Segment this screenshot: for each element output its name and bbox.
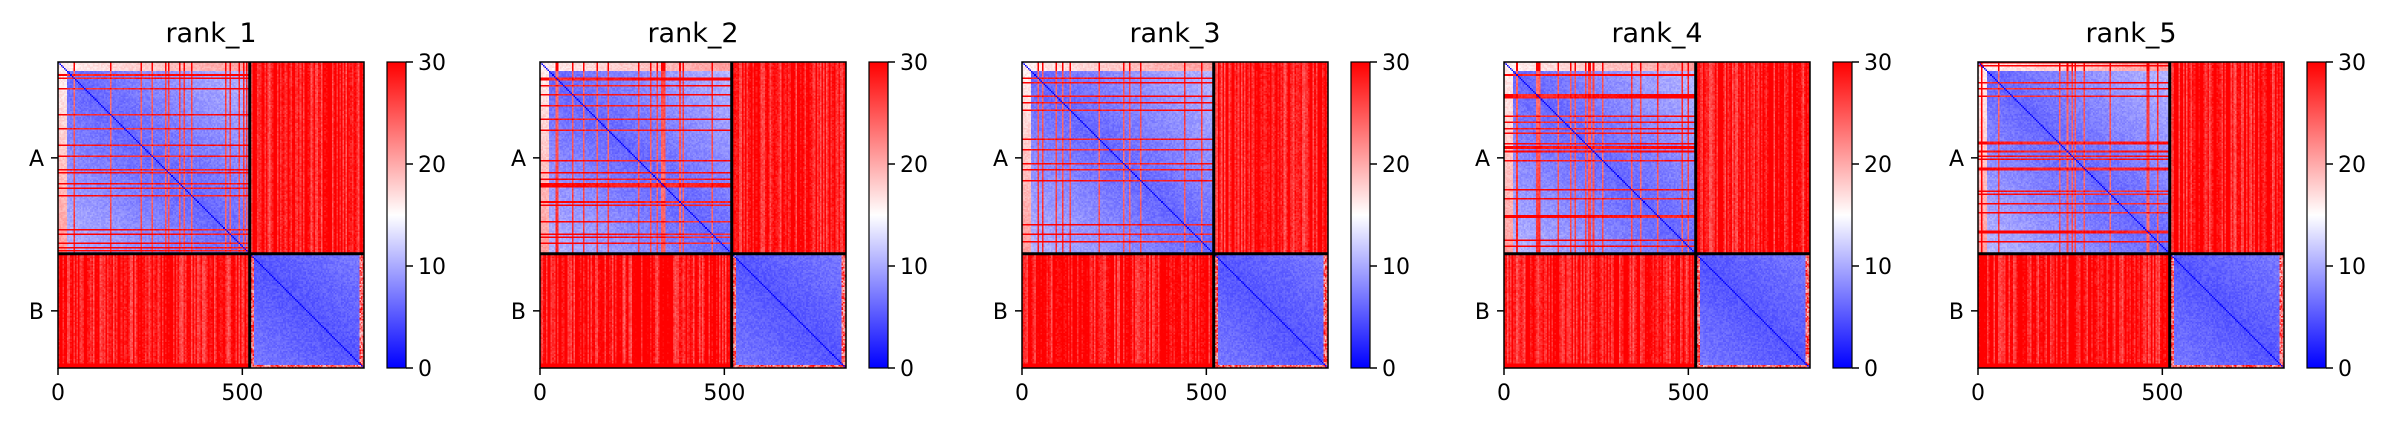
panel-svg: rank_3 0 500 A B 0 10 20 30 xyxy=(993,18,1410,406)
heatmap-image xyxy=(1022,62,1328,368)
chain-label: B xyxy=(511,300,526,325)
plot-frame xyxy=(1021,61,1329,369)
plot-frame xyxy=(1977,61,2285,369)
colorbar-tick-label: 30 xyxy=(1382,51,1410,76)
plot-frame xyxy=(539,61,847,369)
chain-label: A xyxy=(511,147,526,172)
colorbar-tick-label: 0 xyxy=(2338,357,2352,382)
heatmap-panel: rank_1 0 500 A B 0 10 20 30 xyxy=(0,0,480,438)
colorbar xyxy=(1832,61,1853,369)
panel-svg: rank_4 0 500 A B 0 10 20 30 xyxy=(1475,18,1892,406)
panel-title: rank_3 xyxy=(1129,18,1220,49)
colorbar xyxy=(1350,61,1371,369)
colorbar-tick-label: 0 xyxy=(900,357,914,382)
colorbar-tick-label: 30 xyxy=(900,51,928,76)
chain-label: A xyxy=(29,147,44,172)
colorbar-tick-label: 30 xyxy=(2338,51,2366,76)
chain-label: A xyxy=(1949,147,1964,172)
x-tick-label: 0 xyxy=(51,381,65,406)
chain-label: A xyxy=(993,147,1008,172)
x-tick-label: 500 xyxy=(1185,381,1227,406)
heatmap-panel: rank_4 0 500 A B 0 10 20 30 xyxy=(1446,0,1926,438)
panel-svg: rank_2 0 500 A B 0 10 20 30 xyxy=(511,18,928,406)
colorbar-tick-label: 10 xyxy=(418,255,446,280)
colorbar-tick-label: 10 xyxy=(2338,255,2366,280)
colorbar-tick-label: 20 xyxy=(2338,153,2366,178)
colorbar-tick-label: 20 xyxy=(1864,153,1892,178)
panel-title: rank_1 xyxy=(165,18,256,49)
colorbar-tick-label: 30 xyxy=(1864,51,1892,76)
chain-label: A xyxy=(1475,147,1490,172)
colorbar-tick-label: 10 xyxy=(1382,255,1410,280)
colorbar xyxy=(868,61,889,369)
colorbar-tick-label: 20 xyxy=(418,153,446,178)
heatmap-panel: rank_2 0 500 A B 0 10 20 30 xyxy=(482,0,962,438)
chain-label: B xyxy=(29,300,44,325)
x-tick-label: 0 xyxy=(533,381,547,406)
colorbar xyxy=(2306,61,2327,369)
x-tick-label: 500 xyxy=(221,381,263,406)
heatmap-image xyxy=(1504,62,1810,368)
colorbar xyxy=(386,61,407,369)
x-tick-label: 0 xyxy=(1971,381,1985,406)
panel-svg: rank_5 0 500 A B 0 10 20 30 xyxy=(1949,18,2366,406)
heatmap-image xyxy=(58,62,364,368)
heatmap-image xyxy=(1978,62,2284,368)
x-tick-label: 500 xyxy=(703,381,745,406)
panel-title: rank_2 xyxy=(647,18,738,49)
heatmap-panel: rank_3 0 500 A B 0 10 20 30 xyxy=(964,0,1444,438)
panel-title: rank_4 xyxy=(1611,18,1702,49)
colorbar-tick-label: 0 xyxy=(1864,357,1878,382)
plot-frame xyxy=(57,61,365,369)
panel-svg: rank_1 0 500 A B 0 10 20 30 xyxy=(29,18,446,406)
panel-title: rank_5 xyxy=(2085,18,2176,49)
colorbar-tick-label: 20 xyxy=(900,153,928,178)
colorbar-tick-label: 20 xyxy=(1382,153,1410,178)
x-tick-label: 500 xyxy=(2141,381,2183,406)
heatmap-panel: rank_5 0 500 A B 0 10 20 30 xyxy=(1920,0,2400,438)
chain-label: B xyxy=(993,300,1008,325)
chain-label: B xyxy=(1475,300,1490,325)
plot-frame xyxy=(1503,61,1811,369)
colorbar-tick-label: 0 xyxy=(418,357,432,382)
x-tick-label: 500 xyxy=(1667,381,1709,406)
colorbar-tick-label: 10 xyxy=(1864,255,1892,280)
x-tick-label: 0 xyxy=(1015,381,1029,406)
heatmap-image xyxy=(540,62,846,368)
chain-label: B xyxy=(1949,300,1964,325)
colorbar-tick-label: 10 xyxy=(900,255,928,280)
x-tick-label: 0 xyxy=(1497,381,1511,406)
colorbar-tick-label: 0 xyxy=(1382,357,1396,382)
colorbar-tick-label: 30 xyxy=(418,51,446,76)
